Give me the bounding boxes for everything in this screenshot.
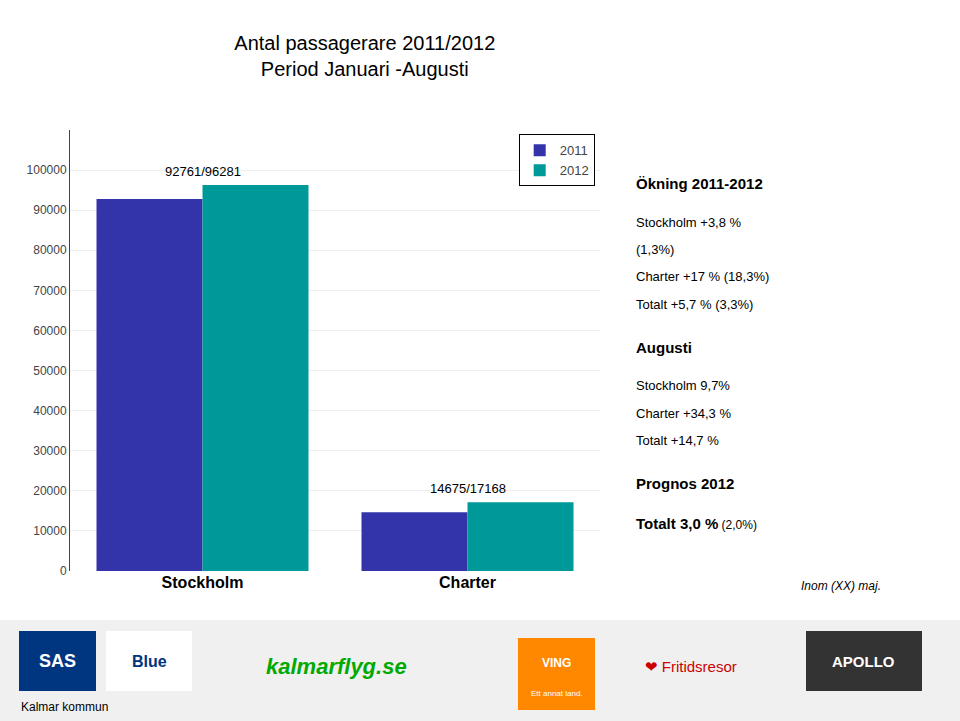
- svg-text:0: 0: [60, 564, 67, 578]
- svg-text:10000: 10000: [33, 524, 67, 538]
- svg-text:Prognos 2012: Prognos 2012: [636, 475, 734, 492]
- svg-text:Antal passagerare 2011/2012Per: Antal passagerare 2011/2012Period Januar…: [234, 32, 495, 80]
- svg-text:Charter: Charter: [439, 574, 496, 591]
- svg-text:70000: 70000: [33, 284, 67, 298]
- svg-text:2011: 2011: [560, 143, 588, 158]
- svg-text:40000: 40000: [33, 404, 67, 418]
- svg-text:100000: 100000: [27, 163, 67, 177]
- svg-text:Inom (XX) maj.: Inom (XX) maj.: [801, 579, 881, 593]
- svg-text:Charter +17 % (18,3%): Charter +17 % (18,3%): [636, 269, 769, 284]
- svg-text:VING: VING: [542, 656, 571, 670]
- svg-text:Ett annat land.: Ett annat land.: [531, 689, 583, 698]
- svg-text:20000: 20000: [33, 484, 67, 498]
- svg-text:Ökning 2011-2012: Ökning 2011-2012: [636, 175, 763, 192]
- svg-text:80000: 80000: [33, 243, 67, 257]
- svg-text:Charter +34,3 %: Charter +34,3 %: [636, 406, 731, 421]
- svg-text:Stockholm +3,8 %: Stockholm +3,8 %: [636, 215, 742, 230]
- svg-text:30000: 30000: [33, 444, 67, 458]
- svg-text:2012: 2012: [560, 163, 589, 178]
- svg-text:❤ Fritidsresor: ❤ Fritidsresor: [645, 658, 737, 675]
- svg-text:kalmarflyg.se: kalmarflyg.se: [266, 654, 407, 679]
- svg-text:92761/96281: 92761/96281: [165, 164, 241, 179]
- svg-text:50000: 50000: [33, 364, 67, 378]
- svg-text:Totalt 3,0 % (2,0%): Totalt 3,0 % (2,0%): [636, 515, 757, 532]
- svg-text:Totalt +14,7 %: Totalt +14,7 %: [636, 433, 719, 448]
- svg-text:Stockholm 9,7%: Stockholm 9,7%: [636, 378, 730, 393]
- svg-text:Blue: Blue: [132, 653, 167, 670]
- svg-text:90000: 90000: [33, 203, 67, 217]
- svg-text:(1,3%): (1,3%): [636, 242, 674, 257]
- svg-text:Augusti: Augusti: [636, 339, 692, 356]
- svg-text:14675/17168: 14675/17168: [430, 481, 506, 496]
- svg-text:SAS: SAS: [39, 651, 76, 671]
- svg-text:Stockholm: Stockholm: [162, 574, 244, 591]
- svg-text:Kalmar kommun: Kalmar kommun: [21, 700, 108, 714]
- svg-text:Totalt +5,7 % (3,3%): Totalt +5,7 % (3,3%): [636, 297, 753, 312]
- svg-text:60000: 60000: [33, 324, 67, 338]
- svg-text:APOLLO: APOLLO: [832, 653, 895, 670]
